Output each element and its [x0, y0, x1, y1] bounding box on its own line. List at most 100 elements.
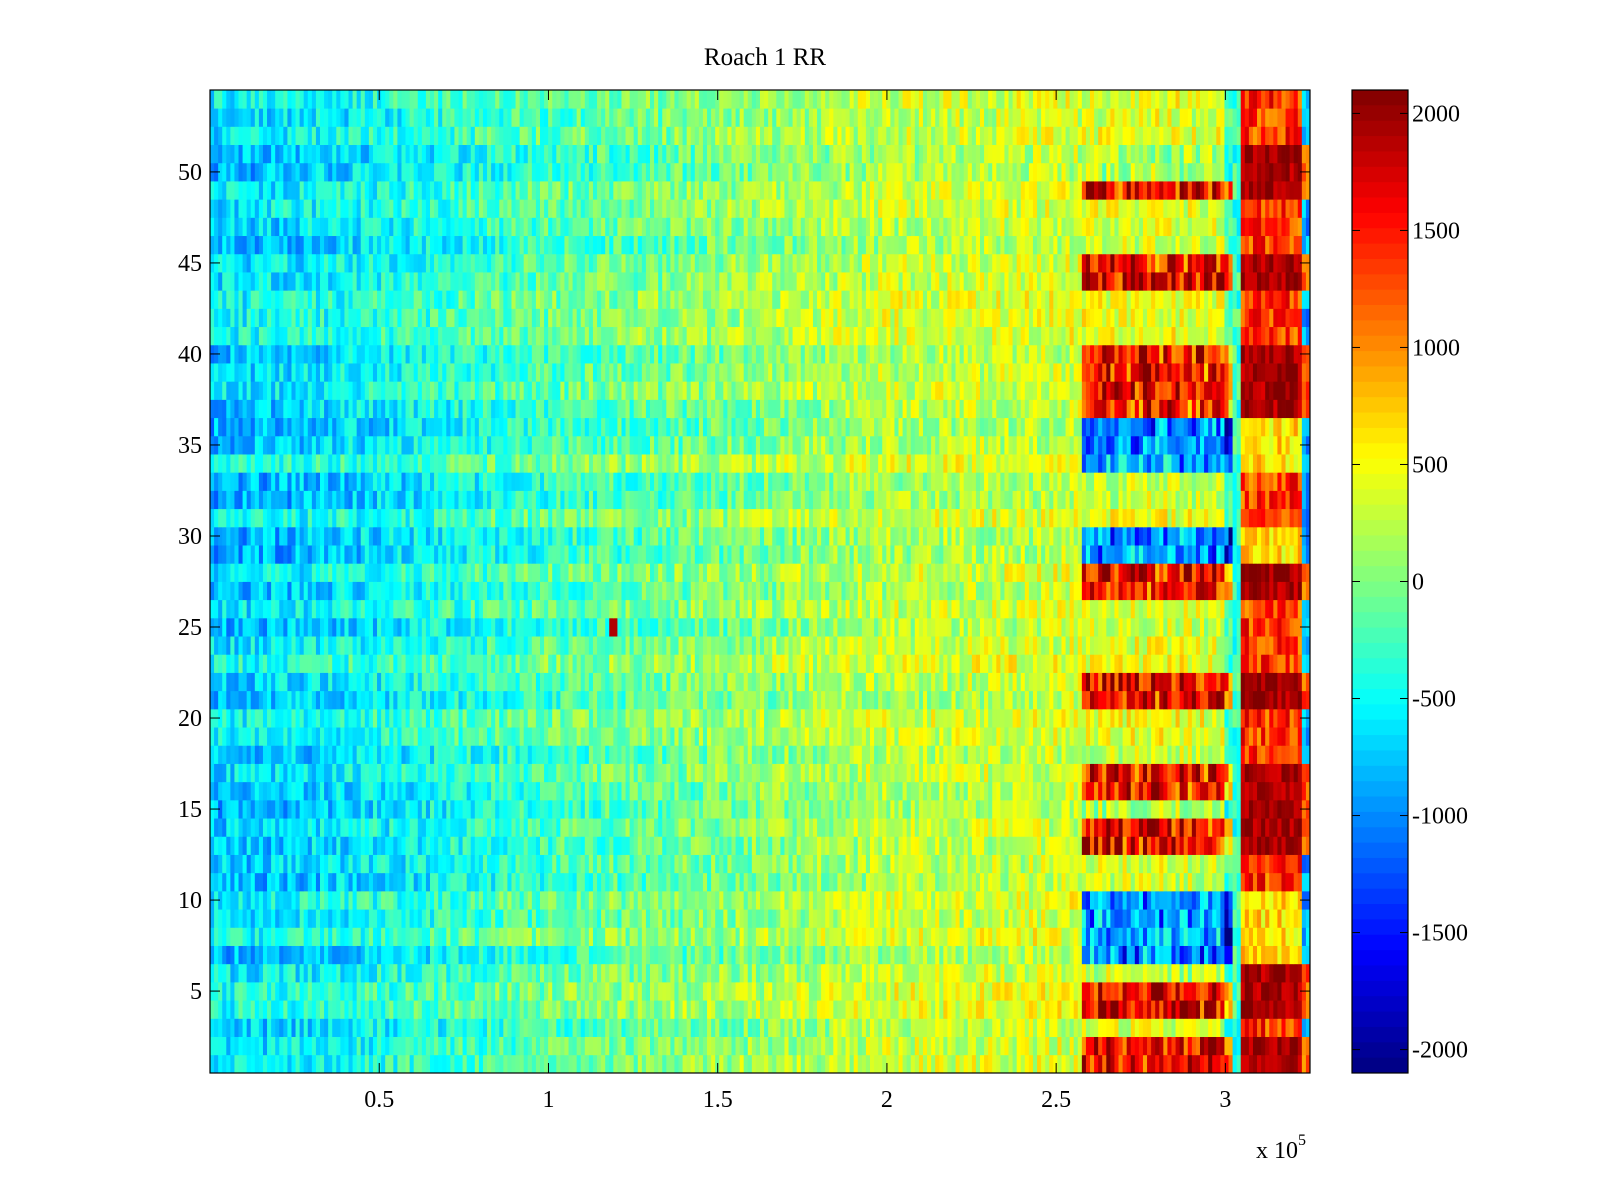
heat-cell — [425, 799, 431, 819]
heat-cell — [552, 1054, 557, 1074]
heat-cell — [336, 745, 341, 764]
heat-cell — [1138, 927, 1144, 946]
heat-cell — [531, 854, 537, 874]
heat-cell — [466, 963, 472, 983]
heat-cell — [446, 818, 451, 837]
heat-cell — [515, 981, 521, 1001]
heat-cell — [495, 799, 500, 819]
heat-cell — [947, 963, 952, 983]
heat-cell — [295, 836, 301, 855]
heat-cell — [670, 981, 675, 1001]
heat-cell — [462, 1018, 468, 1037]
heat-cell — [857, 981, 863, 1001]
heat-cell — [311, 836, 317, 855]
heat-cell — [1110, 1054, 1115, 1074]
heat-cell — [943, 1000, 948, 1019]
heat-cell — [650, 963, 655, 983]
heat-cell — [849, 945, 855, 965]
heat-cell — [344, 745, 349, 764]
heat-cell — [438, 818, 443, 837]
heat-cell — [719, 981, 724, 1001]
heat-cell — [678, 890, 683, 910]
heat-cell — [1110, 909, 1115, 928]
heat-cell — [1293, 854, 1299, 874]
heat-cell — [776, 781, 781, 801]
heat-cell — [796, 763, 802, 783]
heat-cell — [751, 1036, 757, 1056]
heat-cell — [817, 963, 822, 983]
heat-cell — [1126, 890, 1132, 910]
heat-cell — [951, 799, 956, 819]
heat-cell — [556, 745, 561, 764]
heat-cell — [980, 963, 985, 983]
heat-cell — [625, 890, 631, 910]
heat-cell — [238, 763, 243, 783]
heat-cell — [1240, 927, 1246, 946]
heat-cell — [935, 1000, 940, 1019]
heat-cell — [731, 1036, 736, 1056]
heat-cell — [393, 781, 398, 801]
heat-cell — [328, 836, 333, 855]
heat-cell — [560, 836, 565, 855]
heat-cell — [804, 763, 810, 783]
heat-cell — [1155, 781, 1160, 801]
heat-cell — [1305, 1054, 1311, 1074]
heat-cell — [377, 945, 382, 965]
heat-cell — [833, 1036, 838, 1056]
heat-cell — [430, 799, 435, 819]
heat-cell — [491, 818, 496, 837]
heat-cell — [1248, 799, 1254, 819]
heat-cell — [234, 727, 239, 746]
heat-cell — [645, 836, 651, 855]
heat-cell — [287, 799, 292, 819]
heat-cell — [1142, 836, 1148, 855]
heat-cell — [1057, 1054, 1062, 1074]
heat-cell — [1094, 872, 1099, 892]
heat-cell — [894, 963, 899, 983]
heat-cell — [348, 890, 353, 910]
heat-cell — [267, 799, 272, 819]
heat-cell — [303, 909, 309, 928]
heat-cell — [743, 890, 749, 910]
heat-cell — [344, 1036, 349, 1056]
heat-cell — [1142, 1018, 1148, 1037]
heat-cell — [1244, 945, 1250, 965]
heat-cell — [784, 1054, 789, 1074]
heat-cell — [218, 836, 223, 855]
heat-cell — [772, 818, 777, 837]
heat-cell — [682, 1000, 688, 1019]
heat-cell — [1041, 1036, 1046, 1056]
heat-cell — [482, 1018, 488, 1037]
heat-cell — [1305, 836, 1311, 855]
heat-cell — [320, 745, 325, 764]
heat-cell — [935, 781, 940, 801]
heat-cell — [311, 981, 317, 1001]
heat-cell — [1159, 1000, 1164, 1019]
heat-cell — [690, 963, 696, 983]
heat-cell — [1061, 799, 1066, 819]
heat-cell — [853, 854, 859, 874]
heat-cell — [743, 981, 749, 1001]
heat-cell — [1252, 1036, 1258, 1056]
heat-cell — [470, 818, 476, 837]
heat-cell — [992, 818, 997, 837]
heat-cell — [857, 799, 863, 819]
heat-cell — [605, 727, 610, 746]
heat-cell — [291, 1036, 296, 1056]
heat-cell — [947, 1000, 952, 1019]
heat-cell — [1081, 890, 1087, 910]
heat-cell — [552, 872, 557, 892]
heat-cell — [499, 963, 504, 983]
heat-cell — [788, 945, 793, 965]
heat-cell — [1024, 1054, 1030, 1074]
heat-cell — [364, 1000, 370, 1019]
heat-cell — [1008, 1036, 1013, 1056]
heat-cell — [931, 909, 936, 928]
heat-cell — [491, 963, 496, 983]
heat-cell — [633, 909, 639, 928]
heat-cell — [356, 854, 362, 874]
heat-cell — [1155, 945, 1160, 965]
heat-cell — [222, 1000, 227, 1019]
heat-cell — [340, 1036, 345, 1056]
heat-cell — [1090, 1054, 1095, 1074]
